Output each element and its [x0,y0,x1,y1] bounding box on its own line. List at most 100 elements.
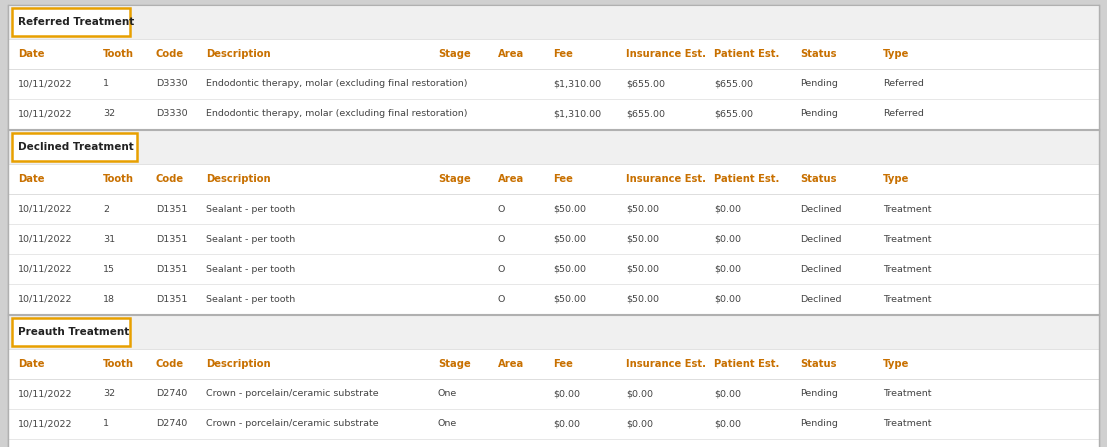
Bar [8,409,1099,439]
Bar [8,439,1099,447]
Text: D1351: D1351 [156,204,187,214]
Text: $655.00: $655.00 [714,80,753,89]
Text: D2740: D2740 [156,419,187,429]
Text: $0.00: $0.00 [625,389,653,398]
Bar [8,284,1099,314]
Text: $50.00: $50.00 [554,204,586,214]
Text: Declined: Declined [800,295,841,304]
Text: D1351: D1351 [156,235,187,244]
Text: Area: Area [498,174,525,184]
Text: Treatment: Treatment [883,265,931,274]
Bar [8,130,1099,164]
Text: Description: Description [206,174,270,184]
Text: $655.00: $655.00 [714,110,753,118]
Text: $0.00: $0.00 [625,419,653,429]
Text: Tooth: Tooth [103,174,134,184]
Text: $0.00: $0.00 [714,204,741,214]
Text: Declined: Declined [800,265,841,274]
Text: Sealant - per tooth: Sealant - per tooth [206,204,296,214]
Text: 10/11/2022: 10/11/2022 [18,80,72,89]
Text: $0.00: $0.00 [714,419,741,429]
Text: Code: Code [156,174,184,184]
Text: One: One [438,419,457,429]
Text: Declined: Declined [800,204,841,214]
Bar [8,164,1099,194]
Text: Treatment: Treatment [883,204,931,214]
Text: Referred Treatment: Referred Treatment [18,17,134,27]
Text: 18: 18 [103,295,115,304]
Text: $0.00: $0.00 [554,419,580,429]
Bar [8,254,1099,284]
Text: Patient Est.: Patient Est. [714,174,779,184]
Text: Referred: Referred [883,110,924,118]
Text: Patient Est.: Patient Est. [714,359,779,369]
Text: Area: Area [498,49,525,59]
Text: $655.00: $655.00 [625,80,665,89]
Text: $50.00: $50.00 [625,295,659,304]
Text: Type: Type [883,359,909,369]
Text: $50.00: $50.00 [625,265,659,274]
Text: One: One [438,389,457,398]
Bar [8,194,1099,224]
Bar [12,8,130,36]
Text: O: O [498,265,506,274]
Text: 32: 32 [103,110,115,118]
Text: 32: 32 [103,389,115,398]
Text: Status: Status [800,49,837,59]
Text: $1,310.00: $1,310.00 [554,110,601,118]
Text: 31: 31 [103,235,115,244]
Text: Treatment: Treatment [883,389,931,398]
Text: 10/11/2022: 10/11/2022 [18,265,72,274]
Text: Code: Code [156,49,184,59]
Text: Date: Date [18,49,44,59]
Text: Pending: Pending [800,110,838,118]
Text: 10/11/2022: 10/11/2022 [18,235,72,244]
Text: Stage: Stage [438,49,470,59]
Text: 10/11/2022: 10/11/2022 [18,295,72,304]
Text: Insurance Est.: Insurance Est. [625,49,706,59]
Bar [8,224,1099,254]
Text: O: O [498,295,506,304]
Text: Patient Est.: Patient Est. [714,49,779,59]
Text: D2740: D2740 [156,389,187,398]
Bar [12,133,137,161]
Text: Stage: Stage [438,359,470,369]
Text: Fee: Fee [554,49,573,59]
Bar [8,315,1099,349]
Text: Referred: Referred [883,80,924,89]
Text: $0.00: $0.00 [714,295,741,304]
Text: Endodontic therapy, molar (excluding final restoration): Endodontic therapy, molar (excluding fin… [206,110,467,118]
Text: O: O [498,235,506,244]
Text: Fee: Fee [554,359,573,369]
Text: Stage: Stage [438,174,470,184]
Text: 10/11/2022: 10/11/2022 [18,110,72,118]
Text: $50.00: $50.00 [554,235,586,244]
Text: $0.00: $0.00 [714,265,741,274]
Text: 1: 1 [103,80,108,89]
Text: Tooth: Tooth [103,359,134,369]
Text: Declined Treatment: Declined Treatment [18,142,134,152]
Text: Treatment: Treatment [883,235,931,244]
Text: Sealant - per tooth: Sealant - per tooth [206,235,296,244]
Text: D3330: D3330 [156,80,187,89]
Text: $0.00: $0.00 [554,389,580,398]
Text: Status: Status [800,174,837,184]
Text: Sealant - per tooth: Sealant - per tooth [206,295,296,304]
Text: $0.00: $0.00 [714,389,741,398]
Text: $50.00: $50.00 [625,204,659,214]
Text: Crown - porcelain/ceramic substrate: Crown - porcelain/ceramic substrate [206,389,379,398]
Text: D3330: D3330 [156,110,187,118]
Text: Fee: Fee [554,174,573,184]
Text: $655.00: $655.00 [625,110,665,118]
Bar [8,349,1099,379]
Text: Treatment: Treatment [883,295,931,304]
Text: 10/11/2022: 10/11/2022 [18,204,72,214]
Bar [8,69,1099,99]
Bar [8,99,1099,129]
Text: Insurance Est.: Insurance Est. [625,174,706,184]
Text: $50.00: $50.00 [554,295,586,304]
Text: $50.00: $50.00 [625,235,659,244]
Text: Date: Date [18,359,44,369]
Bar [8,39,1099,69]
Text: Endodontic therapy, molar (excluding final restoration): Endodontic therapy, molar (excluding fin… [206,80,467,89]
